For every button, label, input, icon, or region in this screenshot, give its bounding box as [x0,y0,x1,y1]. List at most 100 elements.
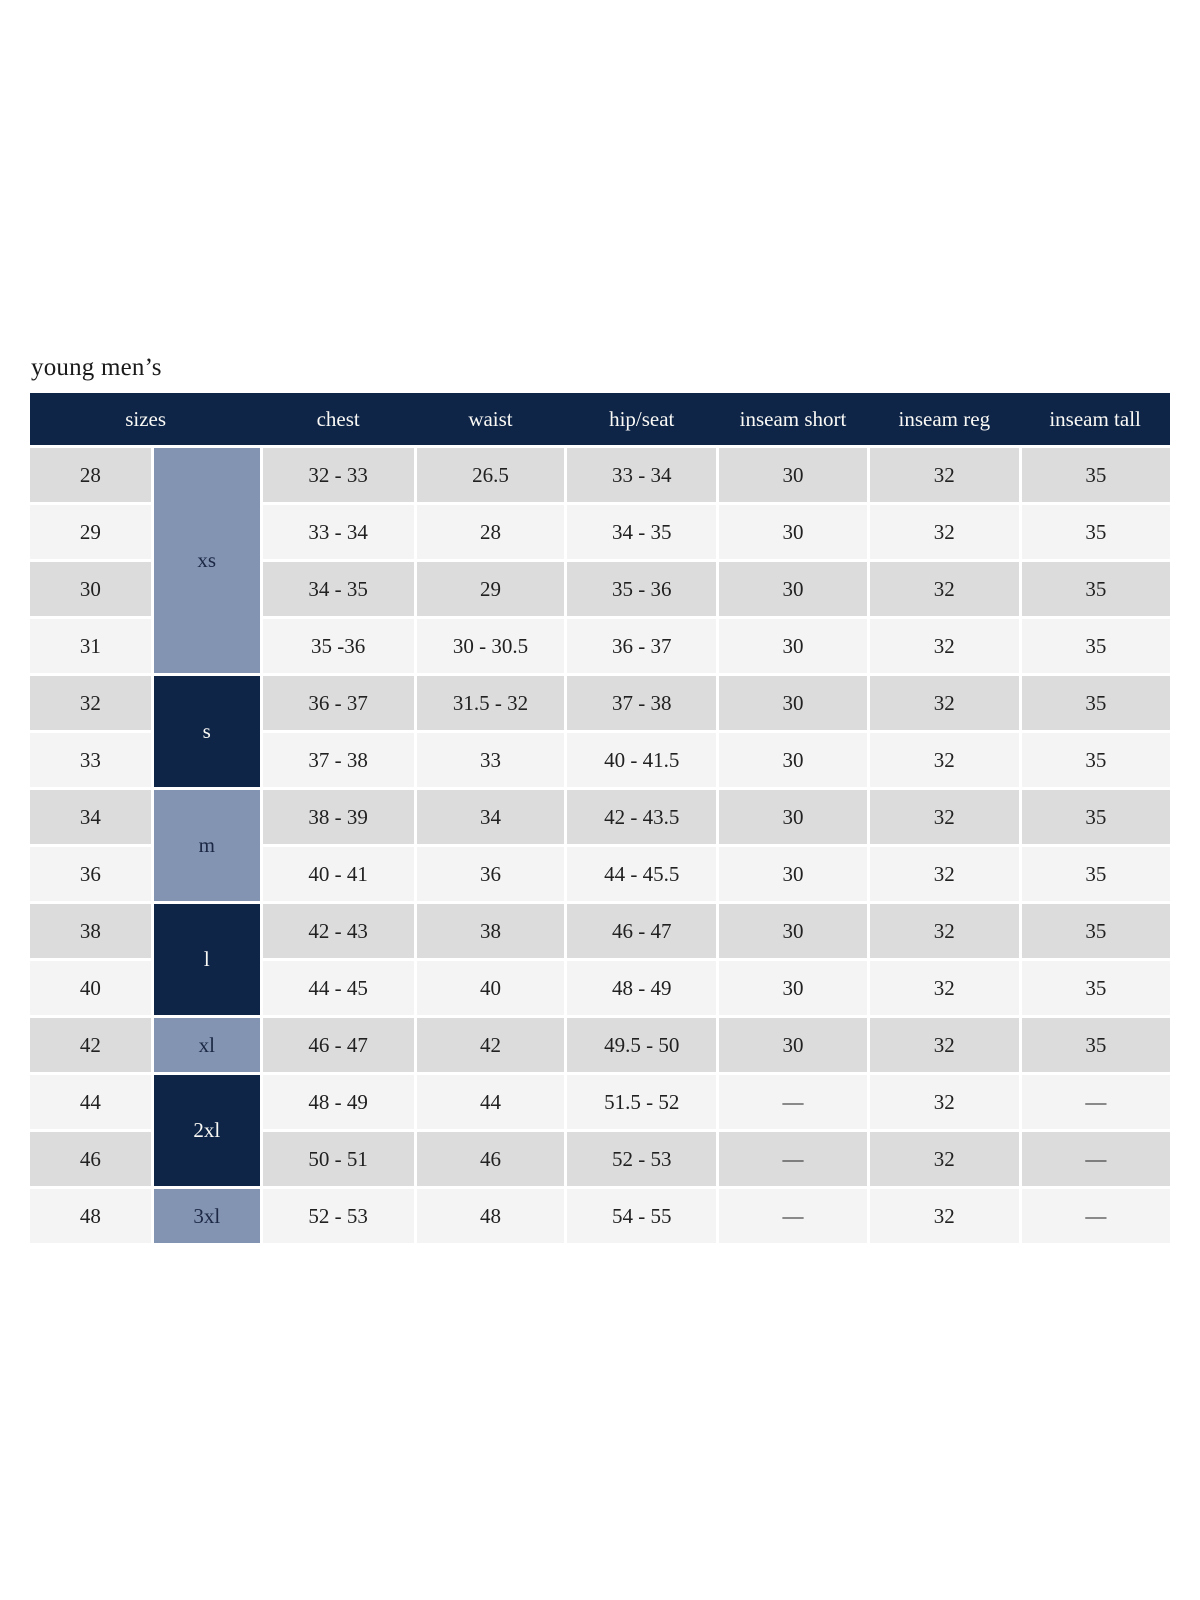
size-group-2xl: 2xl [150,1072,263,1189]
inseam-tall-cell: 35 [1018,958,1170,1018]
chest-cell: 36 - 37 [259,673,417,733]
inseam-tall-cell: 35 [1018,1015,1170,1075]
size-group-s: s [150,673,263,790]
col-header-sizes: sizes [30,393,262,447]
size-cell: 44 [30,1072,154,1132]
inseam-short-cell: 30 [716,901,870,961]
hip-seat-cell: 35 - 36 [564,559,720,619]
inseam-tall-cell: 35 [1018,559,1170,619]
table-row: 42 xl 46 - 47 42 49.5 - 50 30 32 35 [30,1015,1170,1075]
inseam-short-cell: 30 [716,730,870,790]
chest-cell: 44 - 45 [259,958,417,1018]
chest-cell: 38 - 39 [259,787,417,847]
chest-cell: 33 - 34 [259,502,417,562]
chest-cell: 40 - 41 [259,844,417,904]
table-row: 32 s 36 - 37 31.5 - 32 37 - 38 30 32 35 [30,673,1170,790]
size-group-m: m [150,787,263,904]
inseam-reg-cell: 32 [866,958,1022,1018]
inseam-tall-cell: 35 [1018,844,1170,904]
waist-cell: 46 [413,1129,568,1189]
chest-cell: 35 -36 [259,616,417,676]
hip-seat-cell: 46 - 47 [564,901,720,961]
inseam-short-cell: 30 [716,559,870,619]
waist-cell: 26.5 [413,445,568,505]
inseam-short-cell: 30 [716,445,870,505]
hip-seat-cell: 42 - 43.5 [564,787,720,847]
inseam-reg-cell: 32 [866,559,1022,619]
waist-cell: 30 - 30.5 [413,616,568,676]
inseam-reg-cell: 32 [866,787,1022,847]
hip-seat-cell: 34 - 35 [564,502,720,562]
header-row: sizes chest waist hip/seat inseam short insea… [30,393,1170,447]
inseam-tall-cell: 35 [1018,445,1170,505]
col-header-hip-seat: hip/seat [565,393,718,447]
chest-cell: 50 - 51 [259,1129,417,1189]
table-row: 28 xs 32 - 33 26.5 33 - 34 30 32 35 [30,445,1170,676]
inseam-reg-cell: 32 [866,730,1022,790]
hip-seat-cell: 51.5 - 52 [564,1072,720,1132]
inseam-short-cell: 30 [716,673,870,733]
size-chart-table: sizes chest waist hip/seat inseam short insea… [30,393,1170,1243]
inseam-reg-cell: 32 [866,1072,1022,1132]
size-cell: 29 [30,502,154,562]
size-cell: 48 [30,1186,154,1243]
table-row: 36 40 - 41 36 44 - 45.5 30 32 35 [30,844,1170,904]
table-row: 48 3xl 52 - 53 48 54 - 55—32— [30,1186,1170,1243]
waist-cell: 42 [413,1015,568,1075]
size-cell: 30 [30,559,154,619]
inseam-reg-cell: 32 [866,1015,1022,1075]
inseam-reg-cell: 32 [866,844,1022,904]
waist-cell: 36 [413,844,568,904]
waist-cell: 40 [413,958,568,1018]
size-group-xs: xs [150,445,263,676]
hip-seat-cell: 36 - 37 [564,616,720,676]
table-row: 30 34 - 35 29 35 - 36 30 32 35 [30,559,1170,619]
inseam-reg-cell: 32 [866,502,1022,562]
inseam-short-cell: 30 [716,1015,870,1075]
inseam-short-cell: 30 [716,502,870,562]
size-group-3xl: 3xl [150,1186,263,1243]
inseam-short-cell: — [716,1186,870,1243]
waist-cell: 44 [413,1072,568,1132]
table-row: 34 m 38 - 39 34 42 - 43.5 30 32 35 [30,787,1170,904]
waist-cell: 34 [413,787,568,847]
size-cell: 40 [30,958,154,1018]
size-group-xl: xl [150,1015,263,1075]
inseam-short-cell: 30 [716,958,870,1018]
inseam-tall-cell: 35 [1018,673,1170,733]
col-header-chest: chest [261,393,416,447]
size-cell: 32 [30,673,154,733]
hip-seat-cell: 33 - 34 [564,445,720,505]
inseam-short-cell: — [716,1072,870,1132]
waist-cell: 29 [413,559,568,619]
hip-seat-cell: 49.5 - 50 [564,1015,720,1075]
size-cell: 31 [30,616,154,676]
inseam-tall-cell: — [1018,1072,1170,1132]
col-header-inseam-short: inseam short [717,393,869,447]
hip-seat-cell: 54 - 55 [564,1186,720,1243]
waist-cell: 48 [413,1186,568,1243]
inseam-tall-cell: 35 [1018,901,1170,961]
table-row: 29 33 - 34 28 34 - 35 30 32 35 [30,502,1170,562]
inseam-reg-cell: 32 [866,445,1022,505]
chest-cell: 48 - 49 [259,1072,417,1132]
inseam-short-cell: 30 [716,616,870,676]
chest-cell: 52 - 53 [259,1186,417,1243]
waist-cell: 33 [413,730,568,790]
col-header-inseam-reg: inseam reg [868,393,1021,447]
waist-cell: 31.5 - 32 [413,673,568,733]
table-row: 31 35 -36 30 - 30.5 36 - 37 30 32 35 [30,616,1170,676]
inseam-reg-cell: 32 [866,1129,1022,1189]
size-cell: 33 [30,730,154,790]
waist-cell: 28 [413,502,568,562]
chest-cell: 37 - 38 [259,730,417,790]
size-cell: 46 [30,1129,154,1189]
table-row: 44 2xl 48 - 49 44 51.5 - 52—32— [30,1072,1170,1189]
hip-seat-cell: 52 - 53 [564,1129,720,1189]
inseam-tall-cell: 35 [1018,616,1170,676]
col-header-inseam-tall: inseam tall [1020,393,1170,447]
hip-seat-cell: 44 - 45.5 [564,844,720,904]
page-title: young men’s [31,354,162,381]
table-row: 46 50 - 51 46 52 - 53—32— [30,1129,1170,1189]
size-cell: 28 [30,445,154,505]
